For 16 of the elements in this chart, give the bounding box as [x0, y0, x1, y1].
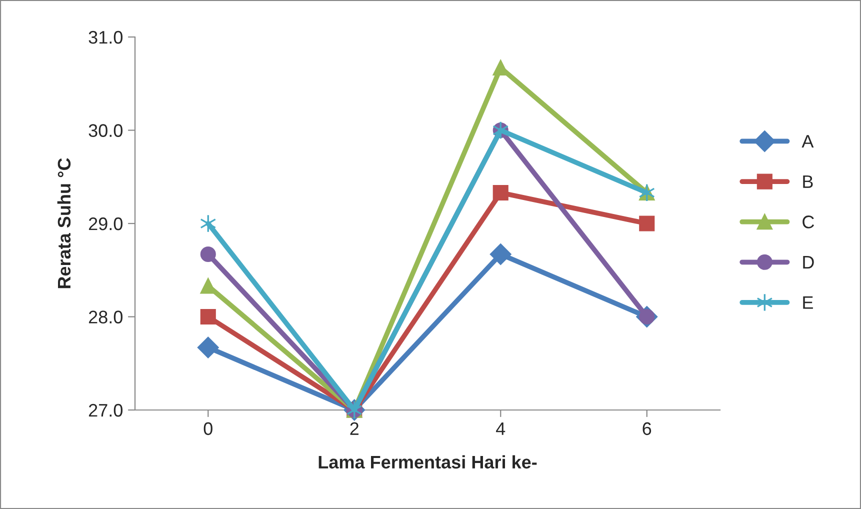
legend-label: A — [802, 135, 814, 148]
y-tick-label: 31.0 — [88, 30, 122, 44]
x-axis-title: Lama Fermentasi Hari ke- — [318, 455, 537, 469]
x-tick-label: 0 — [204, 422, 212, 436]
y-tick-label: 27.0 — [88, 404, 122, 417]
legend-label: B — [803, 175, 813, 188]
x-tick-label: 2 — [350, 422, 358, 435]
y-axis-title: Rerata Suhu °C — [57, 158, 71, 288]
legend-label: C — [802, 216, 814, 228]
x-tick-label: 4 — [496, 422, 506, 435]
y-tick-label: 30.0 — [88, 124, 122, 137]
y-tick-label: 29.0 — [88, 217, 122, 230]
x-tick-label: 6 — [642, 422, 652, 436]
y-tick-label: 28.0 — [88, 310, 122, 324]
legend-label: D — [803, 256, 814, 268]
legend-label: E — [803, 296, 813, 309]
